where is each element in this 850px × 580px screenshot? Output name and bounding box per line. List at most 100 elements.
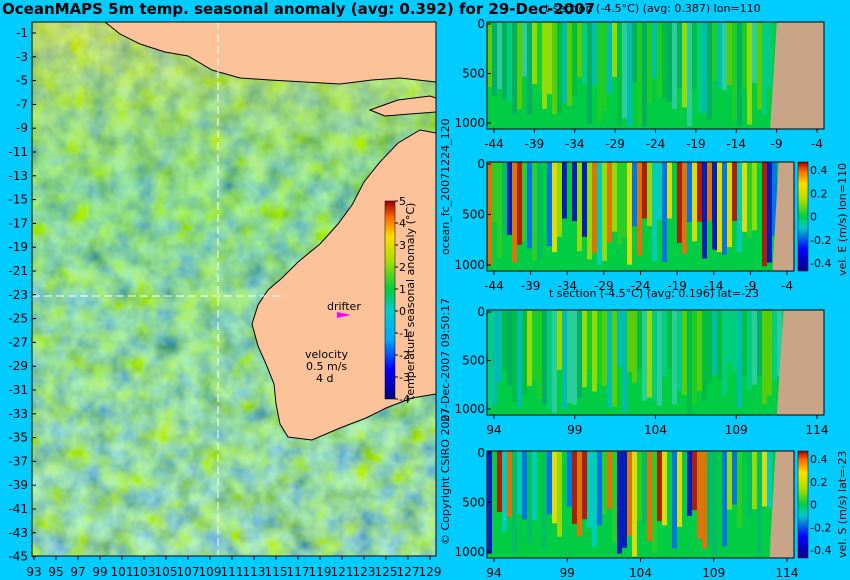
section-seafloor (769, 451, 794, 558)
section-cell (617, 22, 622, 127)
section-plot-area (486, 161, 795, 272)
velocity-colorbar-gradient (797, 450, 809, 559)
section-cell (702, 310, 707, 401)
x-tick-label: 99 (567, 423, 582, 437)
temperature-colorbar-tick-label: -4 (399, 393, 410, 406)
lon-tick-label: 123 (353, 565, 376, 579)
section-cell (677, 451, 682, 527)
section-cell (587, 162, 592, 260)
section-cell (522, 451, 527, 520)
section-cell (577, 451, 582, 537)
section-cell (717, 162, 722, 253)
section-cell (587, 451, 592, 529)
velocity-colorbar-tick-label: 0.2 (810, 187, 828, 200)
vel-e-colorbar-label: vel. E (m/s) lon=110 (836, 163, 849, 276)
lat-tick-label: -13 (8, 169, 28, 183)
section-cell (617, 310, 622, 367)
section-cell (622, 22, 627, 119)
section-cell (652, 22, 657, 79)
section-cell (612, 162, 617, 232)
section-cell (572, 451, 577, 524)
section-plot-area (486, 309, 825, 416)
map-land-timor (368, 95, 436, 117)
section-cell (577, 162, 582, 252)
section-cell (497, 22, 502, 90)
section-cell (777, 310, 782, 376)
section-cell (542, 22, 547, 109)
section-cell (757, 22, 762, 110)
section-cell (577, 22, 582, 77)
section-cell (727, 162, 732, 248)
lat-tick-label: -3 (16, 50, 28, 64)
section-cell (552, 310, 557, 413)
map-frame (31, 21, 437, 557)
lon-tick-label: 127 (397, 565, 420, 579)
section-seafloor (772, 162, 794, 271)
lat-tick-label: -11 (8, 145, 28, 159)
map-land-indonesia (104, 22, 436, 85)
section-cell (717, 22, 722, 88)
section-cell (572, 162, 577, 222)
section-cell (602, 310, 607, 386)
x-tick-label: -4 (811, 137, 823, 151)
velocity-colorbar-tick-label: 0.4 (810, 453, 828, 466)
section-cell (497, 310, 502, 383)
panel-t-section-lon: t section (-4.5°C) (avg: 0.387) lon=110 … (454, 2, 825, 151)
section-cell (672, 451, 677, 549)
depth-tick-label: 0 (477, 17, 485, 31)
section-cell (767, 22, 772, 88)
section-cell (492, 451, 497, 526)
section-cell (752, 310, 757, 385)
section-cell (682, 310, 687, 396)
section-cell (547, 451, 552, 515)
section-cell (717, 451, 722, 557)
section-cell (537, 22, 542, 93)
section-cell (622, 310, 627, 413)
lon-tick-label: 101 (111, 565, 134, 579)
section-cell (667, 310, 672, 370)
section-x-axis: -44 -39 -34 -29 -24 -19 -14 -9 -4 (484, 271, 793, 293)
section-cell (527, 310, 532, 386)
map-longitude-axis: 93 95 97 99 101 103 105 107 109 111 113 115 117 119 12… (26, 556, 441, 579)
section-cell (647, 162, 652, 227)
section-cell (582, 310, 587, 388)
section-cell (722, 22, 727, 91)
section-cell (677, 22, 682, 89)
section-cell (607, 451, 612, 509)
velocity-colorbar-tick-label: 0 (810, 211, 817, 224)
section-cell (507, 451, 512, 517)
section-cell (712, 22, 717, 82)
section-cell (742, 22, 747, 89)
section-depth-axis: 0 500 1000 (454, 305, 491, 416)
section-cell (492, 22, 497, 97)
x-tick-label: -34 (565, 137, 585, 151)
section-cell (502, 451, 507, 532)
section-cell (547, 162, 552, 246)
run-id-label: ocean_fc_20071224_120 (439, 118, 452, 255)
lon-tick-label: 125 (375, 565, 398, 579)
section-cell (767, 310, 772, 396)
section-cell (662, 451, 667, 526)
section-cell (647, 310, 652, 398)
lon-tick-label: 109 (199, 565, 222, 579)
lat-tick-label: -23 (8, 288, 28, 302)
section-cell (632, 451, 637, 557)
section-cell (597, 451, 602, 526)
section-cell (602, 162, 607, 261)
section-cell (507, 22, 512, 102)
section-cell (732, 310, 737, 372)
section-cell (562, 162, 567, 219)
section-cell (682, 451, 687, 545)
section-cell (657, 162, 662, 221)
temperature-colorbar (384, 200, 396, 400)
panel-t-section-lat-subtitle: t section (-4.5°C) (avg: 0.196) lat=-23 (549, 287, 759, 300)
depth-tick-label: 0 (477, 157, 485, 171)
section-cell (707, 162, 712, 222)
section-cell (707, 310, 712, 384)
section-cell (767, 162, 772, 263)
section-cell (562, 22, 567, 104)
lon-tick-label: 103 (133, 565, 156, 579)
section-seafloor (770, 22, 824, 129)
section-cell (612, 451, 617, 543)
